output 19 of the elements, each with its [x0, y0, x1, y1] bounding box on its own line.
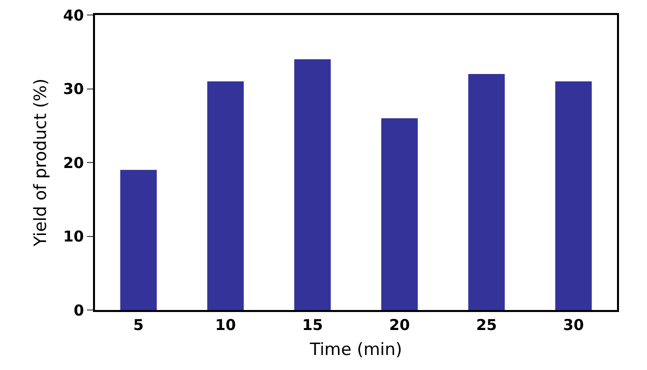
- x-tick-label: 20: [389, 316, 410, 334]
- y-tick-label: 0: [74, 301, 84, 320]
- y-tick-label: 30: [63, 80, 84, 98]
- y-tick-label: 10: [63, 228, 84, 246]
- x-tick-label: 10: [215, 316, 236, 334]
- y-tick-label: 40: [63, 6, 84, 24]
- y-tick-label: 20: [63, 154, 84, 172]
- x-tick-label: 30: [563, 316, 584, 334]
- bar: [555, 81, 592, 310]
- bar: [468, 74, 505, 310]
- y-axis-title: Yield of product (%): [31, 78, 52, 248]
- x-tick-label: 5: [133, 316, 144, 334]
- x-tick-label: 15: [302, 316, 323, 334]
- x-tick-label: 25: [476, 316, 497, 334]
- bar: [207, 81, 244, 310]
- bar: [294, 59, 331, 310]
- bar: [120, 170, 157, 310]
- x-axis-title: Time (min): [308, 340, 402, 360]
- bar: [381, 118, 418, 310]
